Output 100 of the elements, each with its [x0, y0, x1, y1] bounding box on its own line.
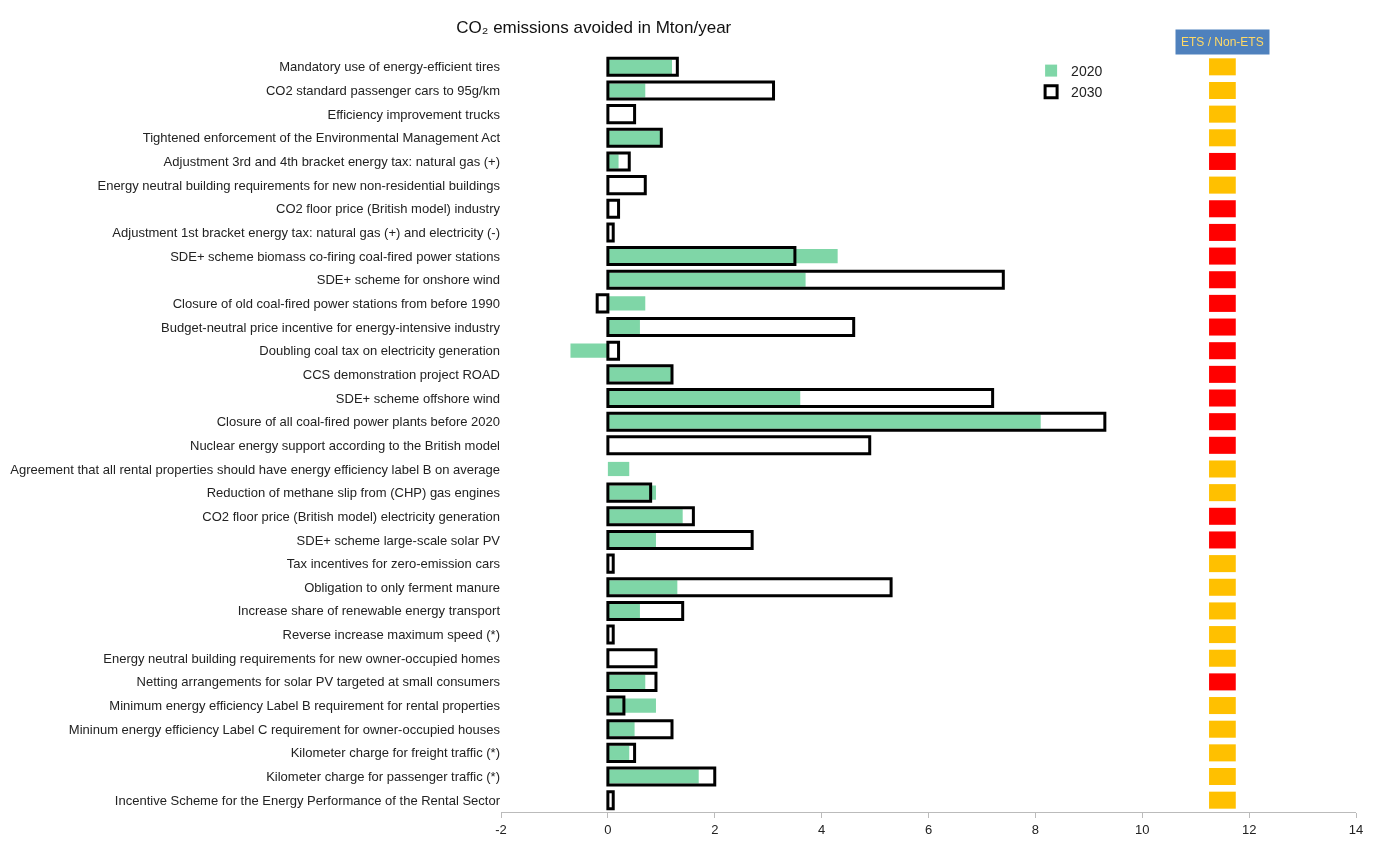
y-tick-label: Efficiency improvement trucks: [327, 106, 501, 122]
y-tick-label: Minimum energy efficiency Label B requirement for rental properties: [109, 698, 501, 714]
y-tick-label: Adjustment 1st bracket energy tax: natural gas (+) and electricity (-): [112, 224, 500, 240]
y-tick-label: Doubling coal tax on electricity generation: [259, 343, 500, 359]
bar: [606, 246, 797, 267]
bar: [607, 296, 646, 311]
bar: [606, 222, 615, 243]
y-tick-label: CO2 floor price (British model) industry: [276, 201, 501, 217]
bar: [606, 648, 658, 669]
bar: [606, 766, 717, 787]
y-tick-label: Budget-neutral price incentive for energy-intensive industry: [161, 319, 501, 335]
bar: [1209, 247, 1236, 265]
bar: [606, 104, 637, 125]
x-tick-label: 10: [1135, 821, 1150, 837]
bar: [1209, 555, 1236, 573]
y-tick-label: SDE+ scheme large-scale solar PV: [296, 532, 501, 548]
y-tick-label: Closure of old coal-fired power stations from before 1990: [172, 295, 500, 311]
y-tick-label: Closure of all coal-fired power plants before 2020: [216, 414, 500, 430]
bar: [1209, 744, 1236, 762]
bar: [1209, 413, 1236, 431]
y-tick-label: CCS demonstration project ROAD: [302, 366, 500, 382]
y-tick-label: Kilometer charge for passenger traffic (*): [266, 769, 500, 785]
x-tick-label: 4: [818, 821, 826, 837]
y-tick-label: SDE+ scheme biomass co-firing coal-fired power stations: [170, 248, 501, 264]
bar: [606, 553, 615, 574]
bar: [606, 80, 776, 101]
bar: [1209, 768, 1236, 786]
bar: [607, 414, 1041, 429]
bar: [1209, 791, 1236, 809]
bar: [607, 532, 656, 548]
x-tick-label: 6: [924, 821, 933, 837]
x-tick-label: -2: [495, 821, 507, 837]
bar: [595, 293, 610, 314]
bar: [1209, 318, 1236, 336]
x-tick-label: 0: [604, 821, 612, 837]
bar: [607, 272, 806, 287]
bar: [606, 671, 658, 692]
bar: [606, 411, 1107, 432]
bar: [607, 603, 640, 619]
bar: [606, 198, 621, 219]
bar: [1209, 176, 1236, 194]
bar: [1209, 626, 1236, 644]
bar: [1209, 58, 1236, 76]
bar: [1209, 602, 1236, 620]
bar: [607, 722, 635, 737]
bar: [606, 695, 626, 716]
y-tick-label: Reduction of methane slip from (CHP) gas engines: [206, 485, 501, 501]
bar: [606, 600, 685, 621]
bar: [607, 461, 630, 477]
bar: [607, 580, 678, 595]
bar: [1209, 200, 1236, 218]
y-tick-label: Increase share of renewable energy transport: [237, 603, 501, 619]
y-tick-label: SDE+ scheme offshore wind: [335, 390, 500, 406]
y-tick-label: CO2 floor price (British model) electricity generation: [202, 508, 500, 524]
bar: [606, 317, 856, 338]
bar: [1209, 436, 1236, 454]
bar: [1209, 720, 1236, 738]
legend-label: 2030: [1071, 84, 1103, 101]
bar: [1209, 578, 1236, 596]
bar: [606, 435, 872, 456]
y-tick-label: Tax incentives for zero-emission cars: [286, 556, 501, 572]
bar: [607, 83, 646, 98]
bar: [1209, 223, 1236, 241]
bar: [607, 769, 699, 784]
bar: [607, 674, 646, 689]
y-tick-label: Energy neutral building requirements for new owner-occupied homes: [103, 650, 501, 666]
bar: [570, 343, 608, 358]
bar: [1209, 105, 1236, 123]
bar: [606, 269, 1005, 290]
bar: [606, 742, 637, 763]
y-tick-label: Netting arrangements for solar PV targeted at small consumers: [136, 674, 501, 690]
bar: [606, 388, 995, 409]
bar: [606, 340, 621, 361]
bar: [1209, 129, 1236, 147]
bar: [606, 577, 893, 598]
bar: [606, 506, 695, 527]
bar: [1209, 697, 1236, 715]
bar: [607, 319, 640, 335]
bar: [607, 248, 838, 264]
x-tick-label: 8: [1031, 821, 1039, 837]
bar: [606, 624, 615, 645]
y-tick-label: Nuclear energy support according to the British model: [190, 437, 501, 453]
y-tick-label: Incentive Scheme for the Energy Performance of the Rental Sector: [114, 792, 501, 808]
y-tick-label: Mininum energy efficiency Label C requirement for owner-occupied houses: [68, 721, 501, 737]
bar: [1209, 484, 1236, 502]
bar: [1209, 389, 1236, 407]
y-tick-label: Kilometer charge for freight traffic (*): [290, 745, 500, 761]
legend-label: 2020: [1071, 63, 1103, 80]
bar: [1209, 152, 1236, 170]
y-tick-label: SDE+ scheme for onshore wind: [316, 272, 500, 288]
bar: [1209, 507, 1236, 525]
bar: [606, 790, 615, 811]
bar: [606, 56, 679, 77]
y-tick-label: Tightened enforcement of the Environmental Management Act: [142, 130, 501, 146]
bar: [1209, 460, 1236, 478]
bar: [1209, 294, 1236, 312]
bar: [606, 175, 647, 196]
y-tick-label: Energy neutral building requirements for new non-residential buildings: [97, 177, 501, 193]
bar: [606, 529, 754, 550]
x-tick-label: 14: [1348, 821, 1364, 837]
